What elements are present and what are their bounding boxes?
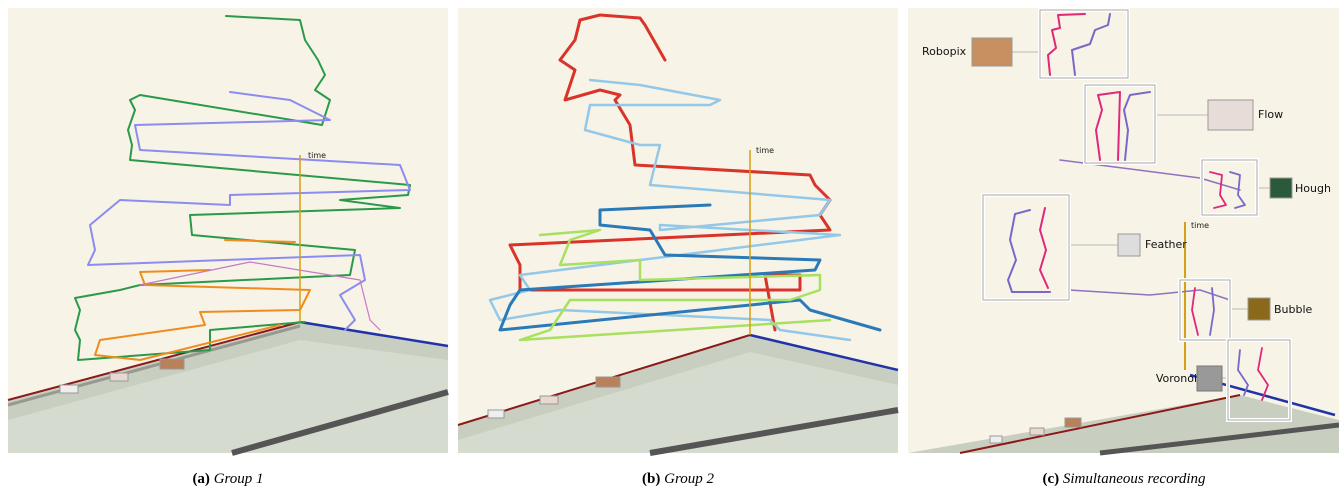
panel-a: time (8, 8, 448, 453)
annotation: Bubble (1274, 303, 1313, 316)
thumbnail (1270, 178, 1292, 198)
thumbnail (972, 38, 1012, 66)
annotation: Hough (1295, 182, 1331, 195)
caption-label: (c) (1042, 471, 1059, 487)
thumbnail (488, 410, 504, 418)
caption-label: (b) (642, 471, 660, 487)
panel-b: time (458, 8, 898, 453)
caption-label: (a) (192, 471, 210, 487)
thumbnail (596, 377, 620, 387)
thumbnail (1065, 418, 1081, 427)
axis-label: time (756, 146, 774, 155)
axis-label: time (1191, 221, 1209, 230)
annotation: Robopix (922, 45, 967, 58)
thumbnail (60, 385, 78, 393)
thumbnail (1208, 100, 1253, 130)
caption-text: Group 2 (664, 471, 714, 487)
panel-background (908, 8, 1339, 453)
caption: (c) Simultaneous recording (1042, 471, 1206, 487)
axis-label: time (308, 151, 326, 160)
panel-c: time (908, 8, 1339, 453)
caption: (a) Group 1 (192, 471, 263, 487)
caption-text: Group 1 (214, 471, 264, 487)
thumbnail (1197, 366, 1222, 391)
thumbnail (110, 373, 128, 381)
annotation: Feather (1145, 238, 1187, 251)
thumbnail (1248, 298, 1270, 320)
thumbnail (160, 359, 184, 369)
caption: (b) Group 2 (642, 471, 714, 487)
thumbnail (540, 396, 558, 404)
annotation: Flow (1258, 108, 1283, 121)
figure: time time time (0, 0, 1339, 490)
caption-text: Simultaneous recording (1063, 471, 1206, 487)
thumbnail (1030, 428, 1044, 435)
thumbnail (1118, 234, 1140, 256)
annotation: Voronoi (1156, 372, 1197, 385)
thumbnail (990, 436, 1002, 443)
